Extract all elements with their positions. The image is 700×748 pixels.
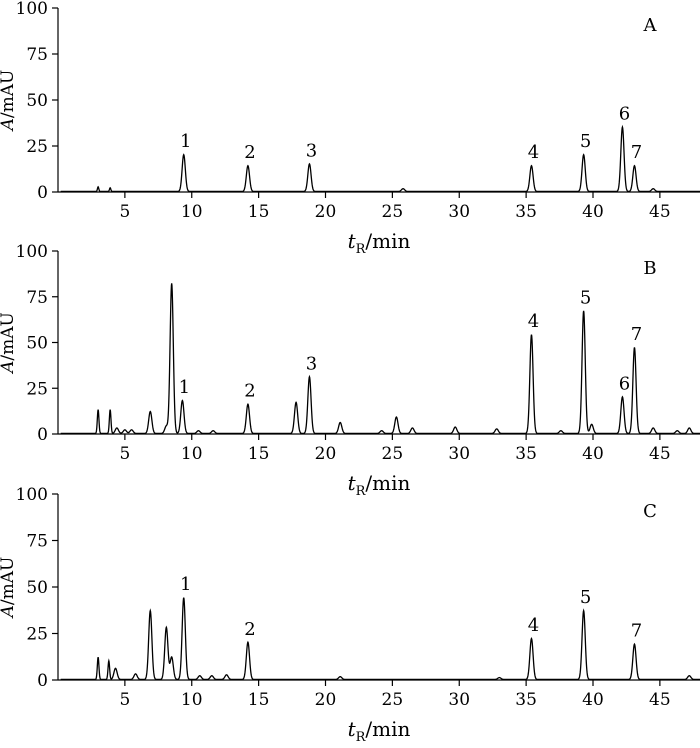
y-axis-title: A/mAU xyxy=(0,312,18,375)
x-axis-unit: /min xyxy=(365,471,410,495)
peak-label: 6 xyxy=(619,373,630,394)
y-axis-variable: A xyxy=(0,118,18,132)
peak-label: 4 xyxy=(528,615,539,636)
x-axis-title: tR/min xyxy=(348,717,411,745)
peak-label: 2 xyxy=(244,619,255,640)
x-axis-variable: t xyxy=(348,717,357,741)
x-tick-label: 40 xyxy=(582,690,604,710)
y-tick-label: 75 xyxy=(26,45,48,65)
x-tick-label: 30 xyxy=(448,202,470,222)
y-tick-label: 25 xyxy=(26,137,48,157)
panel-letter: A xyxy=(643,15,658,36)
x-tick-label: 40 xyxy=(582,444,604,464)
x-tick-label: 10 xyxy=(181,202,203,222)
x-tick-label: 25 xyxy=(382,690,404,710)
y-axis-unit: /mAU xyxy=(0,70,18,118)
x-tick-label: 35 xyxy=(515,202,537,222)
y-tick-label: 75 xyxy=(26,532,48,552)
x-axis-unit: /min xyxy=(365,717,410,741)
x-axis-subscript: R xyxy=(356,730,367,745)
peak-label: 5 xyxy=(580,287,591,308)
y-axis-unit: /mAU xyxy=(0,557,18,605)
y-tick-label: 25 xyxy=(26,625,48,645)
x-axis-subscript: R xyxy=(356,242,367,257)
x-tick-label: 5 xyxy=(119,444,130,464)
x-axis-variable: t xyxy=(348,229,357,253)
y-tick-label: 0 xyxy=(37,425,48,445)
x-tick-label: 15 xyxy=(248,202,270,222)
y-tick-label: 50 xyxy=(26,91,48,111)
y-axis-unit: /mAU xyxy=(0,312,18,360)
x-tick-label: 20 xyxy=(315,690,337,710)
x-tick-label: 45 xyxy=(649,444,671,464)
peak-label: 7 xyxy=(631,142,642,163)
peak-label: 2 xyxy=(244,142,255,163)
y-axis-variable: A xyxy=(0,361,18,375)
x-tick-label: 20 xyxy=(315,202,337,222)
panel-letter: C xyxy=(643,501,657,522)
x-tick-label: 10 xyxy=(181,690,203,710)
y-tick-label: 50 xyxy=(26,334,48,354)
y-tick-label: 0 xyxy=(37,671,48,691)
peak-label: 3 xyxy=(306,140,317,161)
peak-label: 1 xyxy=(179,377,190,398)
peak-label: 1 xyxy=(180,574,191,595)
x-tick-label: 15 xyxy=(248,690,270,710)
x-axis-variable: t xyxy=(348,471,357,495)
x-axis-title: tR/min xyxy=(348,471,411,499)
chromatogram-trace xyxy=(60,283,700,435)
x-axis-unit: /min xyxy=(365,229,410,253)
peak-label: 5 xyxy=(580,587,591,608)
y-axis-variable: A xyxy=(0,605,18,619)
x-tick-label: 25 xyxy=(382,444,404,464)
chromatogram-trace xyxy=(60,124,700,193)
x-tick-label: 5 xyxy=(119,202,130,222)
x-axis-subscript: R xyxy=(356,484,367,499)
chromatogram-trace xyxy=(60,597,700,681)
peak-label: 7 xyxy=(631,324,642,345)
y-tick-label: 100 xyxy=(16,485,48,505)
peak-label: 4 xyxy=(528,142,539,163)
x-tick-label: 40 xyxy=(582,202,604,222)
x-tick-label: 45 xyxy=(649,202,671,222)
peak-label: 3 xyxy=(306,353,317,374)
x-tick-label: 30 xyxy=(448,444,470,464)
x-tick-label: 30 xyxy=(448,690,470,710)
y-axis-title: A/mAU xyxy=(0,557,18,620)
x-tick-label: 20 xyxy=(315,444,337,464)
panel-letter: B xyxy=(643,258,656,279)
y-tick-label: 75 xyxy=(26,288,48,308)
y-tick-label: 100 xyxy=(16,0,48,19)
x-tick-label: 25 xyxy=(382,202,404,222)
x-tick-label: 35 xyxy=(515,444,537,464)
x-axis-title: tR/min xyxy=(348,229,411,257)
peak-label: 7 xyxy=(631,621,642,642)
peak-label: 4 xyxy=(528,311,539,332)
peak-label: 6 xyxy=(619,104,630,125)
y-tick-label: 25 xyxy=(26,379,48,399)
x-tick-label: 5 xyxy=(119,690,130,710)
y-axis-title: A/mAU xyxy=(0,70,18,133)
x-tick-label: 35 xyxy=(515,690,537,710)
y-tick-label: 50 xyxy=(26,578,48,598)
peak-label: 5 xyxy=(580,131,591,152)
peak-label: 2 xyxy=(244,381,255,402)
y-tick-label: 100 xyxy=(16,242,48,262)
x-tick-label: 10 xyxy=(181,444,203,464)
x-tick-label: 45 xyxy=(649,690,671,710)
peak-label: 1 xyxy=(180,131,191,152)
y-tick-label: 0 xyxy=(37,183,48,203)
x-tick-label: 15 xyxy=(248,444,270,464)
